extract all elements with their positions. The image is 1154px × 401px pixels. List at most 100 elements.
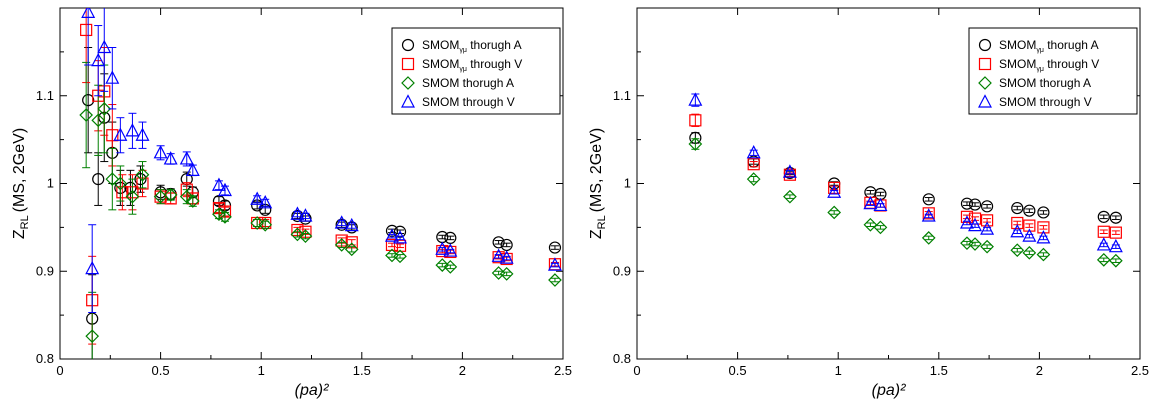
legend-label: SMOMγμ thorugh A bbox=[999, 38, 1099, 54]
data-point-diamond bbox=[1109, 253, 1123, 268]
data-point-square bbox=[1037, 221, 1050, 234]
data-point-triangle bbox=[1010, 223, 1025, 238]
y-tick-label: 0.8 bbox=[613, 351, 631, 366]
data-point-circle bbox=[1011, 201, 1024, 215]
svg-text:ZRL(MS, 2GeV): ZRL (MS, 2GeV) bbox=[588, 128, 608, 239]
data-point-diamond bbox=[827, 205, 842, 220]
data-point-triangle bbox=[1108, 238, 1123, 253]
legend-box bbox=[391, 27, 561, 115]
data-point-diamond bbox=[85, 329, 100, 344]
x-tick-label: 0 bbox=[56, 363, 63, 378]
data-point-diamond bbox=[97, 102, 112, 116]
data-point-diamond bbox=[1036, 247, 1051, 262]
data-point-triangle bbox=[81, 8, 96, 18]
data-point-triangle bbox=[959, 215, 974, 229]
data-point-triangle bbox=[443, 243, 458, 257]
data-point-triangle bbox=[344, 217, 359, 232]
data-point-diamond bbox=[873, 220, 888, 235]
data-point-diamond bbox=[1010, 243, 1025, 258]
data-point-diamond bbox=[125, 189, 140, 204]
legend-marker-diamond bbox=[978, 76, 992, 90]
data-point-circle bbox=[1037, 206, 1050, 219]
data-point-diamond bbox=[746, 172, 761, 186]
left-chart: 0 0.5 1 1.5 2 2.5 0.8 0.9 1 1.1 (pa)² ZRL (MS, 2GeV)… bbox=[11, 7, 572, 399]
data-point-square bbox=[385, 238, 399, 252]
y-tick-label: 0.8 bbox=[36, 351, 54, 366]
data-point-diamond bbox=[385, 248, 399, 263]
x-tick-label: 1 bbox=[258, 363, 265, 378]
data-point-triangle bbox=[491, 248, 506, 262]
x-tick-label: 2 bbox=[1036, 363, 1043, 378]
x-tick-label: 2.5 bbox=[554, 363, 572, 378]
data-point-triangle bbox=[185, 162, 200, 176]
legend-label: SMOM thorugh A bbox=[422, 76, 514, 90]
data-point-triangle bbox=[384, 228, 399, 242]
data-point-circle bbox=[968, 198, 982, 211]
data-point-triangle bbox=[393, 230, 408, 244]
legend-label: SMOMγμ thorugh A bbox=[422, 38, 522, 54]
data-point-diamond bbox=[334, 238, 349, 252]
legend-marker-circle bbox=[978, 38, 992, 52]
y-tick-label: 1 bbox=[47, 176, 54, 191]
data-point-diamond bbox=[980, 239, 994, 254]
y-tick-label: 0.9 bbox=[613, 263, 631, 278]
data-point-square bbox=[980, 214, 994, 227]
data-point-diamond bbox=[1022, 245, 1037, 260]
y-axis-title: ZRL (MS, 2GeV) bbox=[588, 128, 608, 239]
data-point-diamond bbox=[135, 167, 150, 182]
data-point-triangle bbox=[250, 191, 265, 205]
x-tick-label: 2 bbox=[459, 363, 466, 378]
data-point-square bbox=[106, 129, 119, 142]
svg-text:ZRL(MS, 2GeV): ZRL (MS, 2GeV) bbox=[11, 128, 31, 239]
data-point-diamond bbox=[443, 260, 458, 274]
y-axis-title-main: Z bbox=[11, 229, 28, 239]
data-point-diamond bbox=[163, 188, 178, 202]
data-point-diamond bbox=[79, 108, 94, 122]
data-point-circle bbox=[1097, 210, 1110, 223]
data-point-diamond bbox=[688, 137, 703, 151]
legend-marker-square bbox=[401, 57, 415, 71]
series-triangle bbox=[81, 8, 562, 313]
data-point-diamond bbox=[91, 113, 106, 128]
data-point-diamond bbox=[921, 231, 936, 245]
legend-marker-diamond bbox=[401, 76, 415, 90]
x-tick-label: 0 bbox=[633, 363, 640, 378]
data-point-diamond bbox=[863, 217, 878, 232]
data-point-triangle bbox=[217, 182, 232, 197]
x-tick-label: 1.5 bbox=[930, 363, 948, 378]
data-point-circle bbox=[82, 94, 95, 107]
data-point-triangle bbox=[746, 144, 761, 159]
data-point-triangle bbox=[873, 197, 888, 212]
data-point-diamond bbox=[393, 249, 407, 264]
data-point-triangle bbox=[105, 70, 120, 84]
legend-box bbox=[968, 27, 1138, 115]
legend-label: SMOMγμ through V bbox=[999, 57, 1099, 73]
data-point-square bbox=[1109, 226, 1122, 239]
data-point-square bbox=[436, 244, 449, 258]
legend-label: SMOM thorugh A bbox=[999, 76, 1091, 90]
data-point-diamond bbox=[491, 266, 506, 280]
data-point-square bbox=[922, 207, 935, 220]
data-point-triangle bbox=[135, 127, 150, 141]
y-axis-title-sub: RL bbox=[596, 215, 608, 229]
data-point-diamond bbox=[548, 273, 562, 287]
series-square bbox=[689, 113, 1122, 239]
data-point-triangle bbox=[547, 257, 562, 271]
data-point-triangle bbox=[211, 177, 226, 191]
data-point-circle bbox=[1109, 211, 1122, 224]
data-point-triangle bbox=[179, 151, 194, 165]
y-tick-label: 1.1 bbox=[613, 88, 631, 103]
right-chart: 0 0.5 1 1.5 2 2.5 0.8 0.9 1 1.1 (pa)² ZRL (MS, 2GeV)… bbox=[588, 7, 1149, 399]
x-axis-title: (pa)² bbox=[295, 382, 329, 399]
data-point-triangle bbox=[980, 221, 995, 235]
data-point-square bbox=[393, 239, 407, 252]
data-point-square bbox=[747, 158, 760, 171]
y-tick-label: 1 bbox=[624, 176, 631, 191]
data-point-triangle bbox=[153, 144, 168, 159]
data-point-square bbox=[500, 252, 513, 266]
series-triangle bbox=[688, 92, 1123, 253]
x-tick-label: 1.5 bbox=[353, 363, 371, 378]
data-point-triangle bbox=[258, 195, 273, 209]
x-axis-title: (pa)² bbox=[872, 382, 906, 399]
data-point-triangle bbox=[782, 164, 797, 178]
